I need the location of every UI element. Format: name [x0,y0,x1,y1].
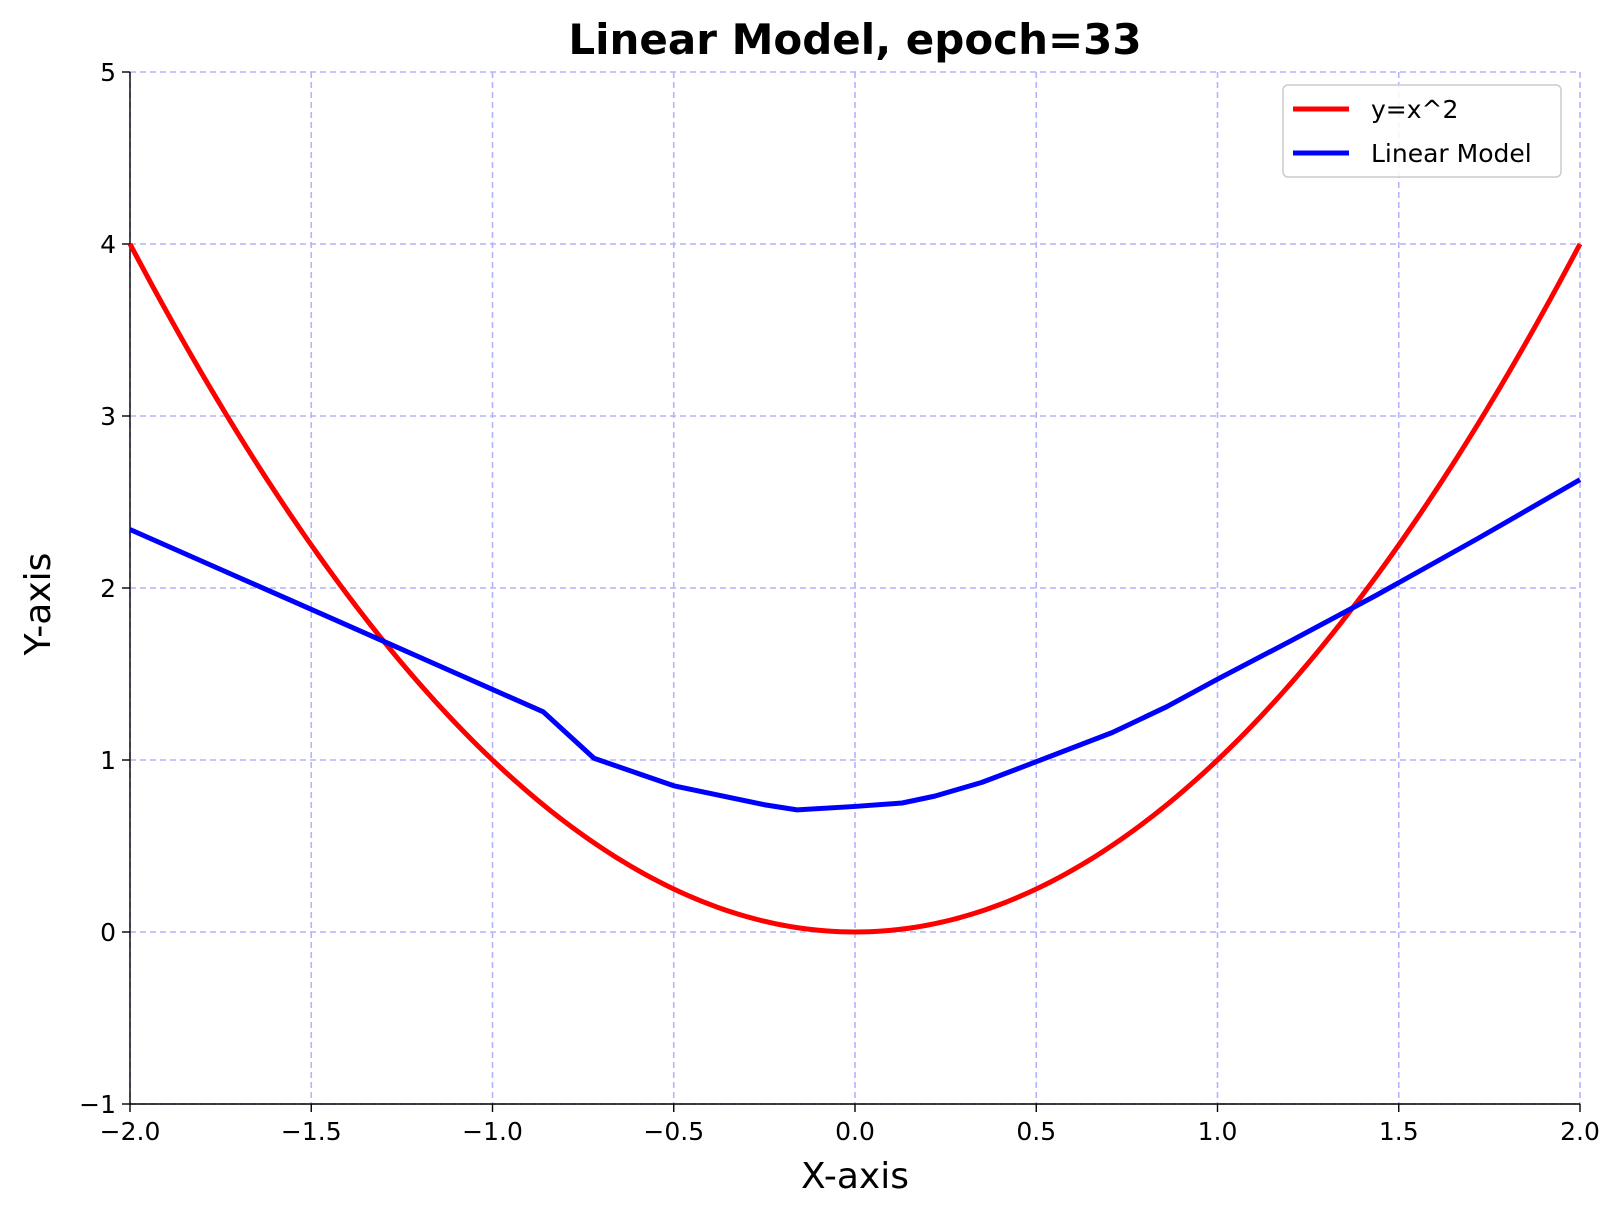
x-tick-label-3: −0.5 [643,1117,704,1146]
x-tick-label-5: 0.5 [1016,1117,1056,1146]
chart-title: Linear Model, epoch=33 [568,15,1141,64]
y-tick-label-1: 0 [100,918,116,947]
legend: y=x^2 Linear Model [1282,84,1562,178]
x-tick-label-0: −2.0 [100,1117,161,1146]
x-tick-label-7: 1.5 [1379,1117,1419,1146]
legend-box [1282,84,1562,178]
y-tick-label-6: 5 [100,58,116,87]
x-axis-ticks: −2.0 −1.5 −1.0 −0.5 0.0 0.5 1.0 1.5 2.0 [100,1104,1600,1146]
x-axis-title: X-axis [801,1156,909,1197]
y-tick-label-3: 2 [100,574,116,603]
x-tick-label-1: −1.5 [281,1117,342,1146]
legend-label-1: Linear Model [1371,139,1532,168]
series-line-1 [128,477,1582,813]
plot-lines [127,242,1583,935]
x-tick-label-2: −1.0 [462,1117,523,1146]
y-tick-label-0: −1 [79,1090,116,1119]
grid [129,71,1581,1105]
y-axis-ticks: −1 0 1 2 3 4 5 [79,58,130,1119]
x-tick-label-6: 1.0 [1198,1117,1238,1146]
x-tick-label-8: 2.0 [1560,1117,1600,1146]
legend-label-0: y=x^2 [1371,95,1458,124]
y-axis-title: Y-axis [18,553,59,657]
y-tick-label-2: 1 [100,746,116,775]
x-tick-label-4: 0.0 [835,1117,875,1146]
y-tick-label-4: 3 [100,402,116,431]
y-tick-label-5: 4 [100,230,116,259]
series-line-0 [127,242,1583,935]
